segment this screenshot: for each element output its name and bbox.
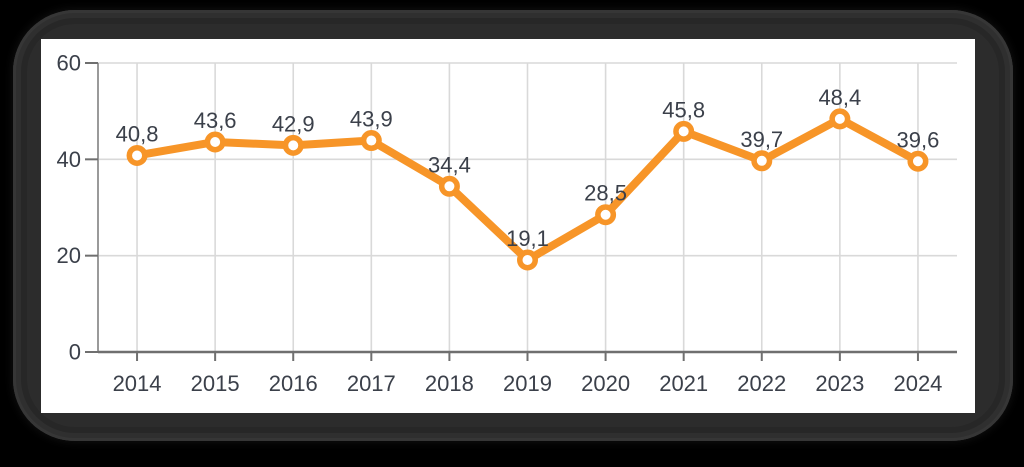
x-tick-label: 2016 xyxy=(269,371,318,396)
line-chart: 0 20 40 60 2014 2015 2016 2017 2018 2019 2020 2021 2… xyxy=(57,51,957,396)
data-point-label: 28,5 xyxy=(584,181,627,206)
data-point-label: 42,9 xyxy=(272,111,315,136)
data-point-label: 43,9 xyxy=(350,107,393,132)
data-point-marker xyxy=(751,150,773,172)
data-point-label: 39,7 xyxy=(740,127,783,152)
chart-card-frame: 0 20 40 60 2014 2015 2016 2017 2018 2019 2020 2021 2… xyxy=(13,10,1013,441)
x-tick-label: 2024 xyxy=(893,371,942,396)
data-point-marker xyxy=(204,131,226,153)
data-point-marker xyxy=(126,144,148,166)
data-point-marker xyxy=(595,204,617,226)
x-tick-label: 2019 xyxy=(503,371,552,396)
data-point-label: 39,6 xyxy=(897,127,940,152)
y-tick-label: 0 xyxy=(69,340,81,365)
data-point-label: 43,6 xyxy=(194,108,237,133)
x-tick-label: 2023 xyxy=(815,371,864,396)
y-tick-label: 60 xyxy=(57,51,81,76)
x-tick-label: 2018 xyxy=(425,371,474,396)
data-point-marker xyxy=(517,249,538,271)
x-tick-label: 2020 xyxy=(581,371,630,396)
x-tick-label: 2017 xyxy=(347,371,396,396)
data-point-marker xyxy=(360,130,382,152)
data-point-label: 45,8 xyxy=(662,97,705,122)
data-point-marker xyxy=(907,150,929,172)
data-point-marker xyxy=(438,175,460,197)
x-tick-label: 2015 xyxy=(191,371,240,396)
y-tick-label: 20 xyxy=(57,243,81,268)
y-tick-label: 40 xyxy=(57,147,81,172)
x-tick-label: 2021 xyxy=(659,371,708,396)
data-point-label: 34,4 xyxy=(428,152,471,177)
data-point-marker xyxy=(829,108,851,130)
x-tick-label: 2022 xyxy=(737,371,786,396)
chart-panel: 0 20 40 60 2014 2015 2016 2017 2018 2019 2020 2021 2… xyxy=(41,39,975,413)
data-point-marker xyxy=(282,134,304,156)
data-point-marker xyxy=(673,120,695,142)
x-tick-label: 2014 xyxy=(113,371,162,396)
data-point-label: 40,8 xyxy=(116,121,159,146)
data-point-label: 19,1 xyxy=(506,226,549,251)
data-point-label: 48,4 xyxy=(818,85,861,110)
